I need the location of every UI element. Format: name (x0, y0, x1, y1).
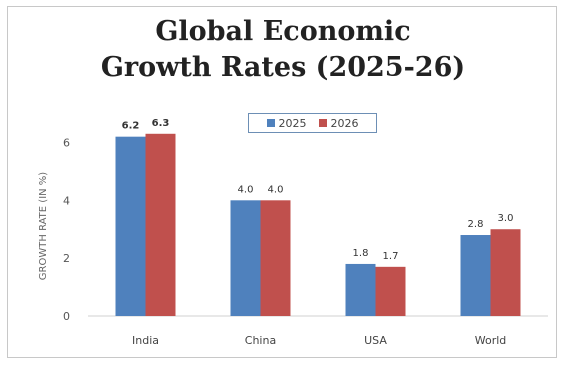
bar-usa-2026 (375, 266, 406, 316)
chart-title-line-1: Global Economic (155, 16, 411, 47)
category-label-china: China (245, 334, 276, 347)
y-tick-label: 4 (63, 194, 70, 207)
value-label-china-2026: 4.0 (268, 184, 284, 195)
bar-india-2025 (115, 136, 146, 316)
legend-swatch-2025 (266, 119, 275, 127)
legend-item-2025: 2025 (266, 116, 307, 130)
bar-usa-2025 (345, 263, 376, 316)
value-labels-group: 6.2 6.3 4.0 4.0 1.8 1.7 2.8 3.0 (122, 118, 514, 262)
value-label-usa-2025: 1.8 (353, 248, 369, 259)
value-label-china-2025: 4.0 (238, 184, 254, 195)
legend-label-2026: 2026 (330, 116, 359, 130)
category-labels-group: India China USA World (132, 334, 506, 347)
bar-china-2025 (230, 200, 261, 316)
value-label-india-2025: 6.2 (122, 121, 140, 132)
bar-china-2026 (260, 200, 291, 316)
y-axis-ticks: 0 2 4 6 (63, 136, 70, 323)
legend-label-2025: 2025 (278, 116, 307, 130)
category-label-usa: USA (364, 334, 387, 347)
bars-group (115, 133, 521, 316)
legend-swatch-2026 (318, 119, 327, 127)
y-axis-title: GROWTH RATE (IN %) (38, 172, 49, 280)
y-tick-label: 0 (63, 310, 70, 323)
bar-india-2026 (145, 133, 176, 316)
value-label-world-2026: 3.0 (498, 213, 514, 224)
value-label-india-2026: 6.3 (152, 118, 170, 129)
bar-world-2026 (490, 229, 521, 316)
value-label-usa-2026: 1.7 (383, 251, 399, 262)
category-label-india: India (132, 334, 159, 347)
legend-item-2026: 2026 (318, 116, 359, 130)
chart-title-line-2: Growth Rates (2025-26) (100, 52, 466, 83)
chart-legend: 2025 2026 (248, 113, 377, 133)
chart-title: Global Economic Growth Rates (2025-26) (0, 14, 566, 86)
category-label-world: World (475, 334, 507, 347)
y-tick-label: 2 (63, 252, 70, 265)
y-tick-label: 6 (63, 136, 70, 149)
value-label-world-2025: 2.8 (468, 219, 484, 230)
bar-world-2025 (460, 235, 491, 316)
